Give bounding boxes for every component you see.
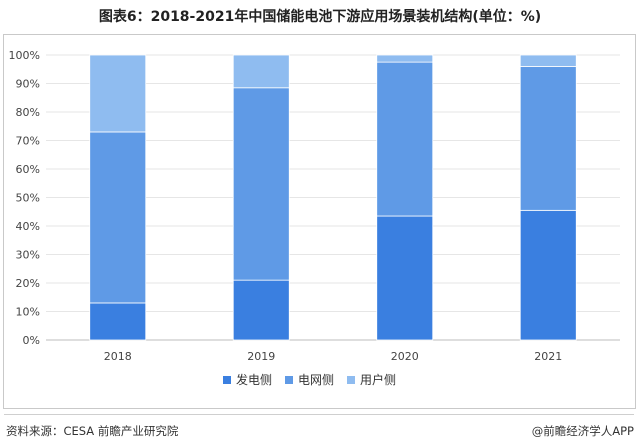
bar-segment-grid-2019 (232, 87, 290, 281)
y-tick-label: 70% (16, 135, 40, 148)
bar-segment-grid-2020 (376, 61, 434, 217)
y-tick-label: 50% (16, 192, 40, 205)
bar-segment-user-2020 (376, 54, 434, 63)
bar-segment-generation-2020 (376, 215, 434, 341)
chart-title: 图表6：2018-2021年中国储能电池下游应用场景装机结构(单位：%) (98, 9, 542, 25)
y-tick-label: 10% (16, 306, 40, 319)
bar-segment-user-2018 (89, 54, 147, 133)
y-tick-label: 30% (16, 249, 40, 262)
y-tick-label: 40% (16, 220, 40, 233)
x-tick-label: 2019 (247, 350, 275, 363)
legend-item-generation[interactable]: 发电侧 (223, 372, 272, 387)
legend-label: 电网侧 (298, 373, 334, 387)
x-tick-label: 2021 (534, 350, 562, 363)
footer: 资料来源：CESA 前瞻产业研究院 @前瞻经济学人APP (4, 414, 634, 441)
y-tick-label: 60% (16, 163, 40, 176)
bar-segment-grid-2021 (519, 66, 577, 211)
legend-item-grid[interactable]: 电网侧 (285, 373, 334, 387)
legend-swatch (347, 376, 355, 384)
legend-label: 用户侧 (360, 372, 396, 387)
y-tick-label: 90% (16, 78, 40, 91)
source-note: 资料来源：CESA 前瞻产业研究院 (6, 424, 179, 438)
legend-swatch (285, 376, 293, 384)
legend-item-user[interactable]: 用户侧 (347, 372, 396, 387)
legend-swatch (223, 376, 231, 384)
y-tick-label: 20% (16, 277, 40, 290)
y-tick-label: 100% (9, 49, 40, 62)
legend-label: 发电侧 (236, 372, 272, 387)
app-credit: @前瞻经济学人APP (531, 424, 634, 438)
chart-frame (3, 34, 636, 409)
x-tick-label: 2020 (391, 350, 419, 363)
bar-segment-grid-2018 (89, 131, 147, 304)
bar-segment-user-2019 (232, 54, 290, 89)
bar-segment-generation-2019 (232, 279, 290, 341)
y-tick-label: 0% (23, 334, 40, 347)
bar-segment-generation-2018 (89, 302, 147, 341)
x-tick-label: 2018 (104, 350, 132, 363)
bar-segment-generation-2021 (519, 209, 577, 341)
y-tick-label: 80% (16, 106, 40, 119)
bar-segment-user-2021 (519, 54, 577, 67)
stacked-bar-chart: 0% 10% 20% 30% 40% 50% 60% 70% 80% 90% 100% 2018 201… (9, 49, 620, 387)
